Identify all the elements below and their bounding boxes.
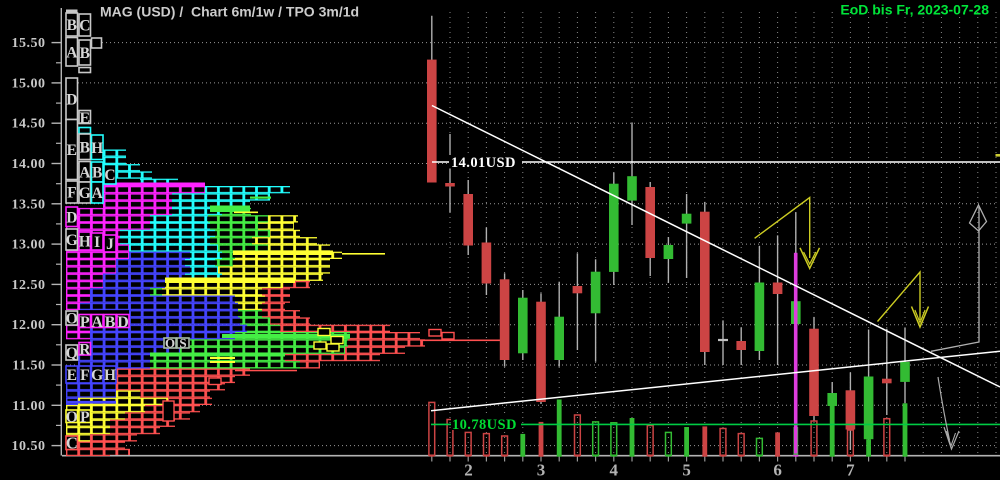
svg-text:6: 6 [773, 461, 782, 480]
svg-text:H: H [91, 140, 103, 157]
svg-text:O: O [66, 409, 78, 426]
svg-text:P: P [80, 409, 90, 426]
svg-text:D: D [117, 314, 129, 331]
svg-text:14.01USD: 14.01USD [451, 155, 516, 171]
svg-text:A: A [66, 44, 78, 61]
svg-text:E: E [79, 110, 90, 127]
svg-text:G: G [91, 367, 103, 384]
svg-text:5: 5 [682, 461, 691, 480]
svg-text:B: B [80, 139, 90, 156]
svg-text:14.00: 14.00 [12, 157, 46, 172]
svg-text:12.00: 12.00 [12, 318, 46, 333]
svg-text:F: F [67, 185, 76, 202]
svg-text:P: P [80, 314, 90, 331]
svg-text:EoD bis Fr, 2023-07-28: EoD bis Fr, 2023-07-28 [840, 2, 989, 18]
svg-text:A: A [79, 164, 91, 181]
svg-text:7: 7 [846, 461, 855, 480]
svg-text:15.00: 15.00 [12, 76, 46, 91]
svg-text:B: B [105, 314, 116, 331]
svg-text:Q: Q [66, 345, 78, 362]
svg-text:B: B [92, 165, 102, 182]
svg-text:I: I [94, 234, 100, 251]
svg-text:13.50: 13.50 [12, 197, 46, 212]
svg-text:10.78USD: 10.78USD [452, 417, 517, 433]
svg-text:J: J [106, 236, 114, 253]
svg-text:E: E [67, 142, 77, 159]
svg-text:10.50: 10.50 [12, 439, 46, 454]
svg-text:D: D [66, 91, 77, 108]
svg-text:13.00: 13.00 [12, 238, 46, 253]
svg-text:B: B [80, 45, 90, 62]
svg-text:O: O [66, 311, 78, 328]
svg-text:S: S [179, 336, 186, 351]
svg-text:12.50: 12.50 [12, 278, 46, 293]
svg-text:G: G [66, 232, 78, 249]
svg-text:15.50: 15.50 [12, 36, 46, 51]
svg-text:C: C [104, 167, 115, 184]
svg-text:O: O [165, 336, 175, 351]
svg-text:4: 4 [610, 461, 619, 480]
svg-text:A: A [92, 185, 104, 202]
svg-text:2: 2 [464, 461, 473, 480]
svg-text:B: B [67, 17, 77, 34]
svg-text:R: R [79, 341, 91, 358]
svg-text:F: F [80, 367, 89, 384]
svg-text:14.50: 14.50 [12, 117, 46, 132]
svg-text:A: A [91, 314, 103, 331]
svg-text:H: H [104, 367, 116, 384]
svg-text:G: G [79, 185, 91, 202]
svg-text:E: E [67, 367, 77, 384]
svg-text:C: C [79, 18, 90, 35]
svg-text:C: C [66, 434, 78, 453]
svg-text:11.00: 11.00 [12, 399, 45, 414]
svg-text:11.50: 11.50 [12, 359, 45, 374]
svg-text:MAG (USD) / Chart 6m/1w / TPO: MAG (USD) / Chart 6m/1w / TPO 3m/1d [100, 4, 359, 20]
svg-text:3: 3 [537, 461, 546, 480]
svg-text:D: D [66, 209, 77, 226]
svg-text:H: H [79, 234, 91, 251]
